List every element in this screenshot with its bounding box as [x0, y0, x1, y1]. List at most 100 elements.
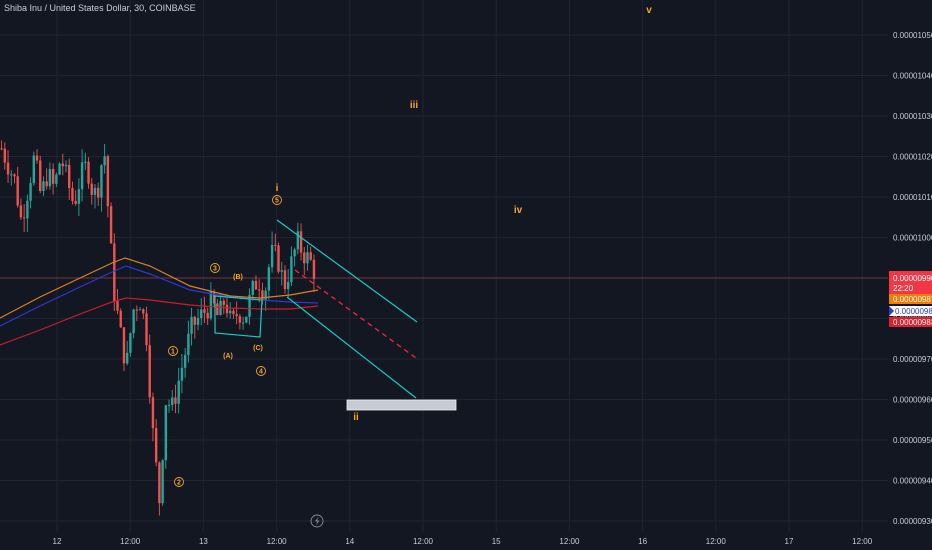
- candle-body: [248, 294, 251, 317]
- countdown-tag: 22:20: [893, 284, 914, 293]
- candle-body: [299, 231, 303, 253]
- x-tick-label: 12: [53, 537, 62, 546]
- drawings: [214, 219, 457, 411]
- x-tick-label: 12:00: [413, 537, 434, 546]
- candle-body: [200, 309, 203, 319]
- candle-body: [261, 290, 264, 301]
- candle-body: [190, 316, 193, 334]
- candle-body: [222, 300, 225, 305]
- candle-body: [258, 289, 261, 291]
- channel-upper-line: [276, 219, 418, 323]
- channel-lower-line: [286, 296, 417, 399]
- ma2-tag: 0.00000986: [895, 307, 932, 316]
- y-tick-label: 0.00000960: [893, 396, 932, 405]
- candle-body: [283, 270, 287, 290]
- time-axis[interactable]: 12 12:00 13 12:00 14 12:00 15 12:00 16 12:00 17 12:…: [53, 537, 873, 546]
- wave-label-iv: iv: [514, 205, 523, 216]
- y-tick-label: 0.00000970: [893, 355, 932, 364]
- candle-body: [174, 397, 177, 404]
- candle-body: [35, 155, 39, 161]
- candle-body: [148, 345, 151, 398]
- wave-label-3: 3: [210, 263, 220, 273]
- candle-body: [158, 462, 161, 504]
- candle-body: [109, 206, 113, 244]
- candle-body: [10, 174, 13, 176]
- flag-channel: [214, 295, 263, 338]
- candle-body: [39, 160, 42, 191]
- candle-body: [154, 428, 158, 463]
- candle-body: [164, 405, 168, 461]
- candle-body: [48, 169, 52, 187]
- ma-red-line: [0, 297, 319, 346]
- candle-body: [3, 148, 7, 163]
- candle-body: [212, 291, 216, 304]
- candle-body: [267, 267, 271, 291]
- candle-body: [206, 312, 209, 319]
- svg-text:4: 4: [259, 369, 263, 376]
- candle-body: [90, 183, 93, 195]
- candle-body: [312, 259, 316, 280]
- candle-body: [193, 316, 196, 325]
- candle-body: [241, 322, 245, 324]
- candle-body: [245, 316, 248, 323]
- wave-label-iii: iii: [410, 100, 419, 111]
- ma3-tag: 0.00000983: [893, 318, 932, 327]
- candle-body: [45, 181, 48, 187]
- candle-body: [103, 156, 106, 166]
- candle-body: [293, 249, 296, 257]
- wave-label-i: i: [276, 183, 279, 194]
- y-tick-label: 0.00001040: [893, 72, 932, 81]
- candle-body: [26, 200, 29, 219]
- candle-body: [80, 162, 84, 190]
- candle-body: [264, 290, 267, 301]
- candle-body: [22, 217, 26, 219]
- candle-body: [119, 310, 122, 328]
- svg-text:3: 3: [213, 266, 217, 273]
- candle-body: [61, 163, 64, 167]
- candle-body: [251, 280, 254, 295]
- y-tick-label: 0.00001000: [893, 234, 932, 243]
- candle-body: [64, 164, 68, 167]
- candle-body: [77, 189, 81, 204]
- x-tick-label: 12:00: [267, 537, 288, 546]
- x-tick-label: 12:00: [852, 537, 873, 546]
- candle-body: [13, 174, 16, 177]
- wave-label-1: 1: [168, 346, 178, 356]
- svg-text:5: 5: [275, 198, 279, 205]
- candle-body: [145, 313, 148, 346]
- x-tick-label: 17: [785, 537, 794, 546]
- chart-grid: [0, 0, 888, 532]
- candle-body: [180, 367, 184, 381]
- wave-labels: i ii iii iv v 1 2 3 4 5 (A) (B) (C): [168, 5, 652, 487]
- candle-body: [6, 162, 10, 175]
- svg-text:1: 1: [171, 349, 175, 356]
- wave-label-5: 5: [272, 195, 282, 205]
- lightning-icon[interactable]: [310, 514, 324, 528]
- y-tick-label: 0.00001050: [893, 31, 932, 40]
- candle-body: [125, 352, 129, 364]
- wave-label-v: v: [646, 5, 652, 16]
- candle-body: [280, 270, 283, 272]
- candle-body: [216, 303, 219, 316]
- x-tick-label: 12:00: [120, 537, 141, 546]
- candle-body: [290, 256, 293, 283]
- candle-body: [106, 156, 110, 207]
- candle-body: [229, 310, 232, 314]
- candle-body: [19, 205, 23, 218]
- candle-body: [0, 148, 3, 150]
- candle-body: [274, 244, 277, 246]
- svg-text:2: 2: [177, 480, 181, 487]
- last-price-tag: 0.00000990: [893, 274, 932, 283]
- ma2-marker-icon: [889, 306, 894, 316]
- candle-body: [58, 163, 61, 175]
- y-tick-label: 0.00001030: [893, 112, 932, 121]
- candle-body: [303, 252, 306, 264]
- candle-body: [129, 333, 132, 353]
- y-tick-label: 0.00000930: [893, 517, 932, 526]
- candle-body: [203, 309, 206, 313]
- candle-body: [187, 333, 190, 355]
- candle-body: [296, 231, 300, 250]
- wave-label-ii: ii: [353, 412, 359, 423]
- y-tick-label: 0.00000940: [893, 477, 932, 486]
